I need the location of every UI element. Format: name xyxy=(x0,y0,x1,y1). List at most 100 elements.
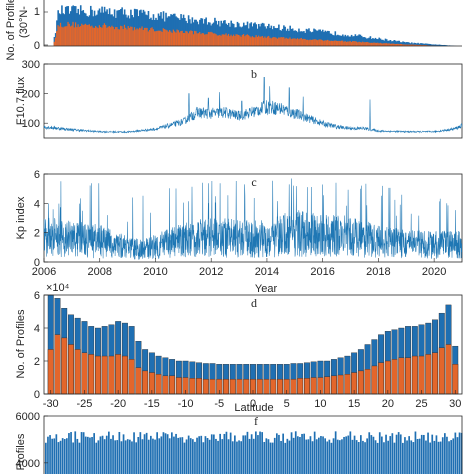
panel-a-bar-orange-278 xyxy=(400,44,403,46)
panel-a-bar-orange-55 xyxy=(121,26,123,46)
panel-a-bar-orange-157 xyxy=(249,36,251,46)
panel-a-bar-orange-102 xyxy=(180,31,182,46)
panel-e-bar-blue-154 xyxy=(368,432,371,474)
panel-e-bar-blue-50 xyxy=(150,435,152,474)
panel-e-bar-blue-114 xyxy=(284,442,287,474)
panel-a-bar-orange-67 xyxy=(136,28,138,46)
panel-a-bar-blue-53 xyxy=(118,9,121,46)
panel-d-bar-orange--23 xyxy=(94,355,101,395)
panel-d-xtick-label-10: 20 xyxy=(382,398,394,410)
panel-a-bar-orange-274 xyxy=(395,43,398,46)
panel-e-bar-blue-122 xyxy=(301,433,303,474)
panel-e-bar-blue-141 xyxy=(341,439,343,474)
panel-e-bar-blue-175 xyxy=(412,442,415,474)
panel-a-bar-orange-225 xyxy=(334,40,337,46)
panel-a-bar-blue-263 xyxy=(382,39,384,46)
panel-a-bar-orange-153 xyxy=(244,36,246,46)
panel-a-bar-orange-255 xyxy=(372,42,374,46)
panel-a-bar-orange-134 xyxy=(220,35,222,46)
panel-a-bar-blue-204 xyxy=(308,28,310,46)
panel-a-bar-orange-178 xyxy=(275,37,278,46)
panel-a-bar-orange-205 xyxy=(309,39,312,46)
panel-a-bar-orange-117 xyxy=(199,32,201,46)
panel-a-bar-blue-259 xyxy=(377,39,379,46)
panel-e-bar-blue-139 xyxy=(336,439,339,474)
panel-a-bar-blue-174 xyxy=(270,25,273,46)
panel-a-bar-orange-227 xyxy=(337,41,339,46)
panel-e-bar-blue-41 xyxy=(131,441,133,474)
panel-e-bar-blue-37 xyxy=(122,434,125,474)
panel-a-bar-orange-196 xyxy=(298,39,300,46)
panel-a-bar-orange-27 xyxy=(86,25,88,46)
panel-e-bar-blue-170 xyxy=(402,442,404,474)
panel-a-bar-orange-290 xyxy=(416,44,418,46)
panel-e-bar-blue-93 xyxy=(240,441,242,474)
panel-a-bar-orange-131 xyxy=(216,35,219,46)
panel-a-bar-blue-196 xyxy=(298,28,300,46)
panel-a-bar-blue-232 xyxy=(343,36,345,46)
panel-e-bar-blue-189 xyxy=(441,437,444,474)
panel-c-letter: c xyxy=(251,175,256,189)
panel-a-bar-blue-108 xyxy=(187,15,190,46)
panel-a-bar-blue-225 xyxy=(334,31,337,46)
panel-e-bar-blue-58 xyxy=(166,434,169,474)
panel-a-bar-blue-269 xyxy=(389,40,392,46)
panel-a-bar-blue-191 xyxy=(291,28,294,46)
panel-a-bar-blue-243 xyxy=(357,35,359,46)
panel-a-bar-orange-83 xyxy=(156,30,159,46)
panel-a-bar-orange-228 xyxy=(338,40,340,46)
panel-e-bar-blue-143 xyxy=(345,436,347,474)
panel-a-bar-orange-103 xyxy=(181,30,184,46)
panel-a-bar-blue-172 xyxy=(268,23,270,46)
panel-c-xtick-label-2: 2010 xyxy=(143,266,167,278)
panel-a-bar-blue-307 xyxy=(437,44,439,46)
panel-e-bar-blue-36 xyxy=(120,441,123,474)
panel-e-bar-blue-182 xyxy=(427,432,429,474)
panel-a-bar-orange-36 xyxy=(97,28,100,46)
panel-e-bar-blue-184 xyxy=(431,434,434,474)
panel-d-ytick-label-2: 4 xyxy=(34,323,40,335)
panel-a-bar-orange-92 xyxy=(167,31,170,46)
panel-a-bar-orange-156 xyxy=(247,35,250,46)
panel-a-bar-orange-22 xyxy=(79,26,82,46)
panel-a-bar-blue-282 xyxy=(405,42,408,46)
panel-a-bar-orange-200 xyxy=(303,38,305,46)
panel-a-bar-blue-286 xyxy=(411,42,413,46)
panel-e-bar-blue-23 xyxy=(93,433,95,474)
panel-e-bar-blue-44 xyxy=(137,437,140,474)
panel-a-bar-orange-179 xyxy=(276,38,279,46)
panel-a-bar-blue-301 xyxy=(429,44,432,46)
panel-a-bar-blue-165 xyxy=(259,26,261,46)
panel-a-bar-orange-119 xyxy=(201,32,204,46)
panel-a-bar-orange-264 xyxy=(383,43,386,46)
panel-e-bar-blue-5 xyxy=(55,434,58,474)
panel-a-bar-orange-24 xyxy=(82,25,85,46)
panel-a-bar-blue-98 xyxy=(175,16,177,46)
panel-d-bar-orange--3 xyxy=(229,378,236,395)
panel-a-bar-blue-218 xyxy=(325,31,328,46)
panel-b-ytick-label-1: 200 xyxy=(22,89,40,101)
panel-a-bar-orange-142 xyxy=(230,34,233,46)
panel-a-bar-blue-187 xyxy=(286,28,289,46)
panel-e-bar-blue-32 xyxy=(112,435,114,474)
panel-e-bar-blue-147 xyxy=(353,435,356,474)
panel-a-bar-blue-11 xyxy=(66,6,68,46)
panel-e-bar-blue-61 xyxy=(173,436,175,474)
panel-e-bar-blue-120 xyxy=(297,436,299,474)
panel-a-bar-blue-147 xyxy=(236,21,239,46)
panel-a-bar-orange-38 xyxy=(100,27,102,46)
panel-a-bar-orange-143 xyxy=(231,36,234,46)
panel-e-bar-blue-68 xyxy=(187,435,190,474)
panel-a-bar-blue-296 xyxy=(423,43,426,46)
panel-b-frame xyxy=(43,63,463,139)
panel-e-bar-blue-29 xyxy=(105,435,108,474)
panel-a-bar-orange-270 xyxy=(390,43,393,46)
panel-e-bar-blue-181 xyxy=(425,440,427,474)
panel-a-bar-orange-72 xyxy=(142,30,145,46)
panel-d-letter: d xyxy=(251,296,257,310)
panel-a-bar-orange-253 xyxy=(369,42,372,46)
panel-a-bar-orange-199 xyxy=(301,39,304,46)
panel-a-bar-blue-170 xyxy=(265,28,268,46)
panel-a-axes xyxy=(43,0,462,47)
panel-a-bar-orange-256 xyxy=(373,42,375,46)
